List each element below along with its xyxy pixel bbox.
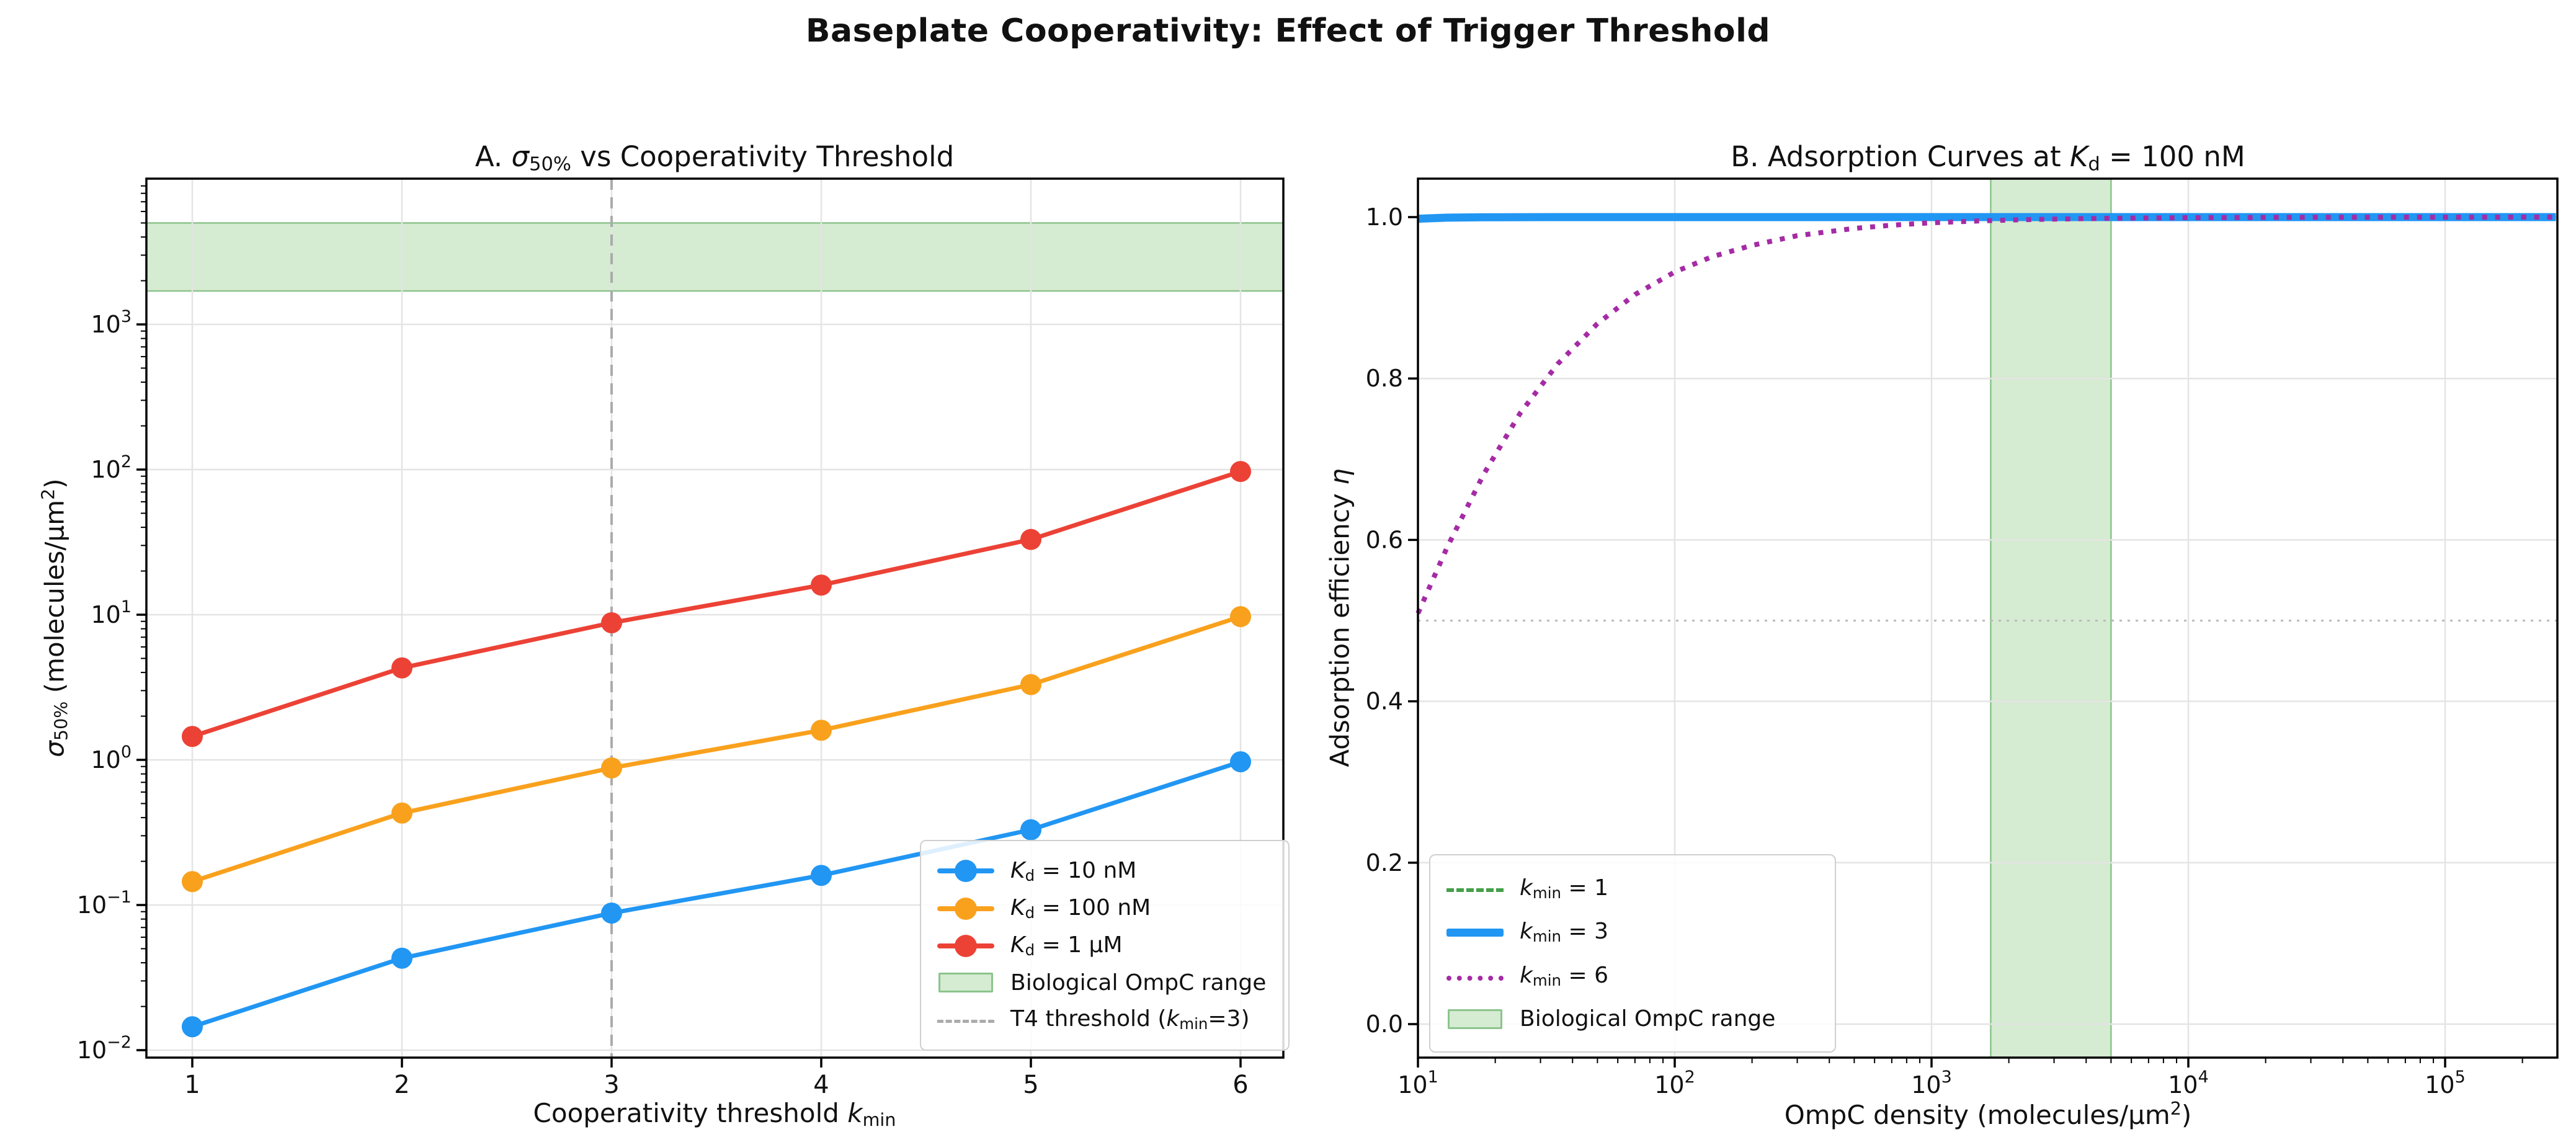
tick-label-x: 101 [1397, 1068, 1438, 1099]
series-line-a1 [190, 614, 1243, 884]
tick-label-y: 0.2 [1366, 849, 1403, 876]
tick-label-y: 0.8 [1366, 365, 1403, 392]
tick-label-y: 0.4 [1366, 688, 1403, 715]
blue-solid-line-icon [1446, 921, 1504, 943]
legend-item-label: Kd = 1 μM [1010, 932, 1123, 960]
panel-b-title: B. Adsorption Curves at Kd = 100 nM [1731, 140, 2245, 176]
tick-label-y: 102 [91, 452, 131, 483]
data-point [1020, 674, 1041, 695]
legend-item-label: Biological OmpC range [1520, 1006, 1776, 1032]
data-point [811, 865, 832, 886]
panel-b-spines [1417, 177, 2559, 1059]
data-point [811, 574, 832, 596]
data-point [391, 802, 412, 824]
legend-item-kd-1um: Kd = 1 μM [937, 932, 1272, 960]
panel-b-xaxis-label: OmpC density (molecules/μm2) [1784, 1098, 2192, 1130]
legend-item-biological-range: Biological OmpC range [1446, 1006, 1819, 1032]
series-line-a0 [190, 759, 1243, 1029]
tick-label-y: 103 [91, 307, 131, 338]
data-point [182, 871, 203, 893]
line-marker-icon-red [937, 935, 994, 958]
series-line-a2 [190, 469, 1243, 739]
panel-b-legend: kmin = 1 kmin = 3 kmin = 6 Biological Om… [1429, 854, 1836, 1053]
tick-label-y: 101 [91, 597, 131, 628]
bio-range-hband [145, 222, 1285, 292]
bio-range-vband [1990, 177, 2112, 1059]
legend-item-kmin-6: kmin = 6 [1446, 963, 1819, 989]
data-point [601, 757, 622, 778]
tick-label-y: 0.0 [1366, 1010, 1403, 1038]
data-point [182, 726, 203, 747]
data-point [391, 657, 412, 679]
series-line-b2 [1415, 215, 2556, 615]
line-marker-icon-orange [937, 897, 994, 920]
legend-item-kd-10nm: Kd = 10 nM [937, 858, 1272, 885]
line-marker-icon-blue [937, 860, 994, 883]
data-point [601, 902, 622, 924]
data-point [1230, 751, 1251, 773]
legend-item-label: kmin = 6 [1520, 962, 1608, 989]
tick-label-x: 3 [604, 1071, 619, 1099]
tick-label-x: 103 [1911, 1068, 1952, 1099]
data-point [811, 720, 832, 741]
green-band-patch-icon [937, 971, 994, 994]
series-line-b1 [1417, 213, 2556, 223]
tick-label-x: 2 [394, 1071, 409, 1099]
tick-label-y: 1.0 [1366, 203, 1403, 231]
legend-item-biological-range: Biological OmpC range [937, 970, 1272, 996]
legend-item-label: kmin = 3 [1520, 919, 1608, 946]
tick-label-y: 10−2 [77, 1033, 131, 1064]
green-band-patch-icon [1446, 1008, 1504, 1030]
panel-a-xaxis-label: Cooperativity threshold kmin [533, 1098, 896, 1131]
gray-dashed-line-icon [937, 1009, 994, 1031]
tick-label-y: 100 [91, 742, 131, 774]
data-point [1020, 528, 1041, 550]
tick-label-x: 104 [2168, 1068, 2209, 1099]
tick-label-y: 10−1 [77, 888, 131, 919]
tick-label-x: 5 [1023, 1071, 1038, 1099]
purple-dotted-line-icon [1446, 965, 1504, 987]
legend-item-label: Biological OmpC range [1010, 970, 1267, 996]
legend-item-label: Kd = 10 nM [1010, 857, 1137, 885]
data-point [1230, 461, 1251, 483]
legend-item-kmin-1: kmin = 1 [1446, 875, 1819, 902]
data-point [182, 1016, 203, 1038]
legend-item-t4-threshold: T4 threshold (kmin=3) [937, 1006, 1272, 1033]
legend-item-label: kmin = 1 [1520, 875, 1608, 902]
tick-label-x: 6 [1232, 1071, 1248, 1099]
legend-item-label: T4 threshold (kmin=3) [1010, 1006, 1250, 1033]
panel-a-spines [145, 177, 1285, 1059]
figure-title: Baseplate Cooperativity: Effect of Trigg… [805, 12, 1771, 50]
data-point [1230, 606, 1251, 628]
legend-item-kmin-3: kmin = 3 [1446, 919, 1819, 945]
data-point [1020, 819, 1041, 840]
tick-label-x: 4 [813, 1071, 829, 1099]
legend-item-kd-100nm: Kd = 100 nM [937, 895, 1272, 922]
tick-label-x: 105 [2425, 1068, 2466, 1099]
data-point [601, 612, 622, 633]
panel-a-title: A. σ50% vs Cooperativity Threshold [475, 140, 955, 176]
panel-a-legend: Kd = 10 nM Kd = 100 nM Kd = 1 μM Biologi… [920, 840, 1290, 1051]
tick-label-x: 1 [184, 1071, 200, 1099]
tick-label-y: 0.6 [1366, 526, 1403, 553]
legend-item-label: Kd = 100 nM [1010, 895, 1151, 922]
tick-label-x: 102 [1654, 1068, 1695, 1099]
data-point [391, 947, 412, 969]
green-dashed-line-icon [1446, 877, 1504, 899]
